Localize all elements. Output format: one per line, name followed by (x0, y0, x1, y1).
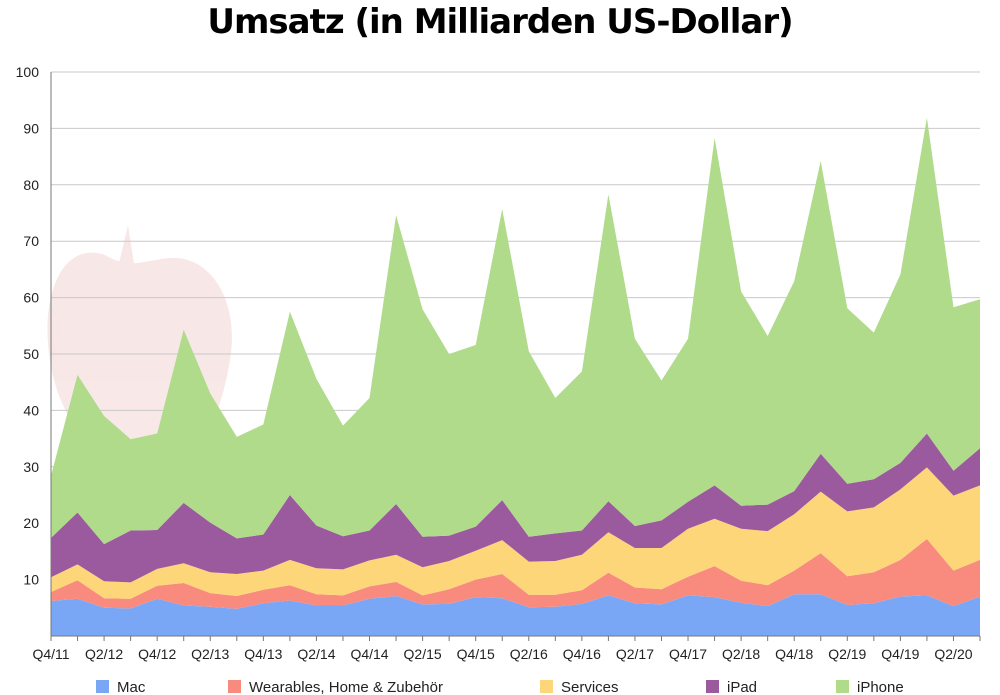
y-tick-label: 50 (23, 346, 39, 362)
legend-swatch (228, 680, 241, 693)
x-tick-label: Q4/18 (775, 646, 813, 662)
x-tick-label: Q4/16 (563, 646, 601, 662)
legend-label: Wearables, Home & Zubehör (249, 679, 443, 695)
area-series (51, 117, 980, 636)
legend-swatch (706, 680, 719, 693)
legend-label: Mac (117, 679, 146, 695)
y-tick-label: 30 (23, 459, 39, 475)
x-tick-label: Q4/12 (138, 646, 176, 662)
y-tick-label: 60 (23, 290, 39, 306)
y-tick-label: 40 (23, 402, 39, 418)
x-tick-label: Q2/14 (297, 646, 335, 662)
area-series-wearables-home-zubeh-r (51, 539, 980, 609)
y-tick-label: 70 (23, 233, 39, 249)
x-tick-label: Q2/13 (191, 646, 229, 662)
x-tick-label: Q4/17 (669, 646, 707, 662)
area-series-mac (51, 594, 980, 636)
legend-label: Services (561, 679, 619, 695)
legend-swatch (540, 680, 553, 693)
x-tick-label: Q2/20 (934, 646, 972, 662)
chart-title: Umsatz (in Milliarden US-Dollar) (207, 2, 793, 42)
x-tick-label: Q4/11 (32, 646, 69, 662)
x-tick-label: Q2/17 (616, 646, 654, 662)
area-series-services (51, 467, 980, 599)
legend-swatch (836, 680, 849, 693)
legend-label: iPhone (857, 679, 904, 695)
area-series-iphone (51, 117, 980, 545)
x-tick-label: Q4/13 (244, 646, 282, 662)
x-tick-label: Q2/15 (404, 646, 442, 662)
x-tick-label: Q2/19 (828, 646, 866, 662)
y-tick-label: 20 (23, 515, 39, 531)
y-tick-label: 10 (23, 572, 39, 588)
x-tick-label: Q2/12 (85, 646, 123, 662)
area-series-ipad (51, 433, 980, 583)
y-tick-label: 100 (16, 64, 40, 80)
legend-swatch (96, 680, 109, 693)
x-tick-label: Q4/15 (457, 646, 495, 662)
y-tick-label: 90 (23, 120, 39, 136)
axes: 10 20 30 40 50 60 70 80 90 100 Q4/11 Q2/12 Q4/12 Q2/1… (16, 64, 981, 662)
legend: Mac Wearables, Home & Zubehör Services iPad… (96, 679, 904, 695)
x-tick-label: Q4/14 (350, 646, 388, 662)
x-tick-label: Q2/16 (510, 646, 548, 662)
y-tick-label: 80 (23, 177, 39, 193)
x-tick-label: Q4/19 (881, 646, 919, 662)
x-tick-label: Q2/18 (722, 646, 760, 662)
legend-label: iPad (727, 679, 757, 695)
